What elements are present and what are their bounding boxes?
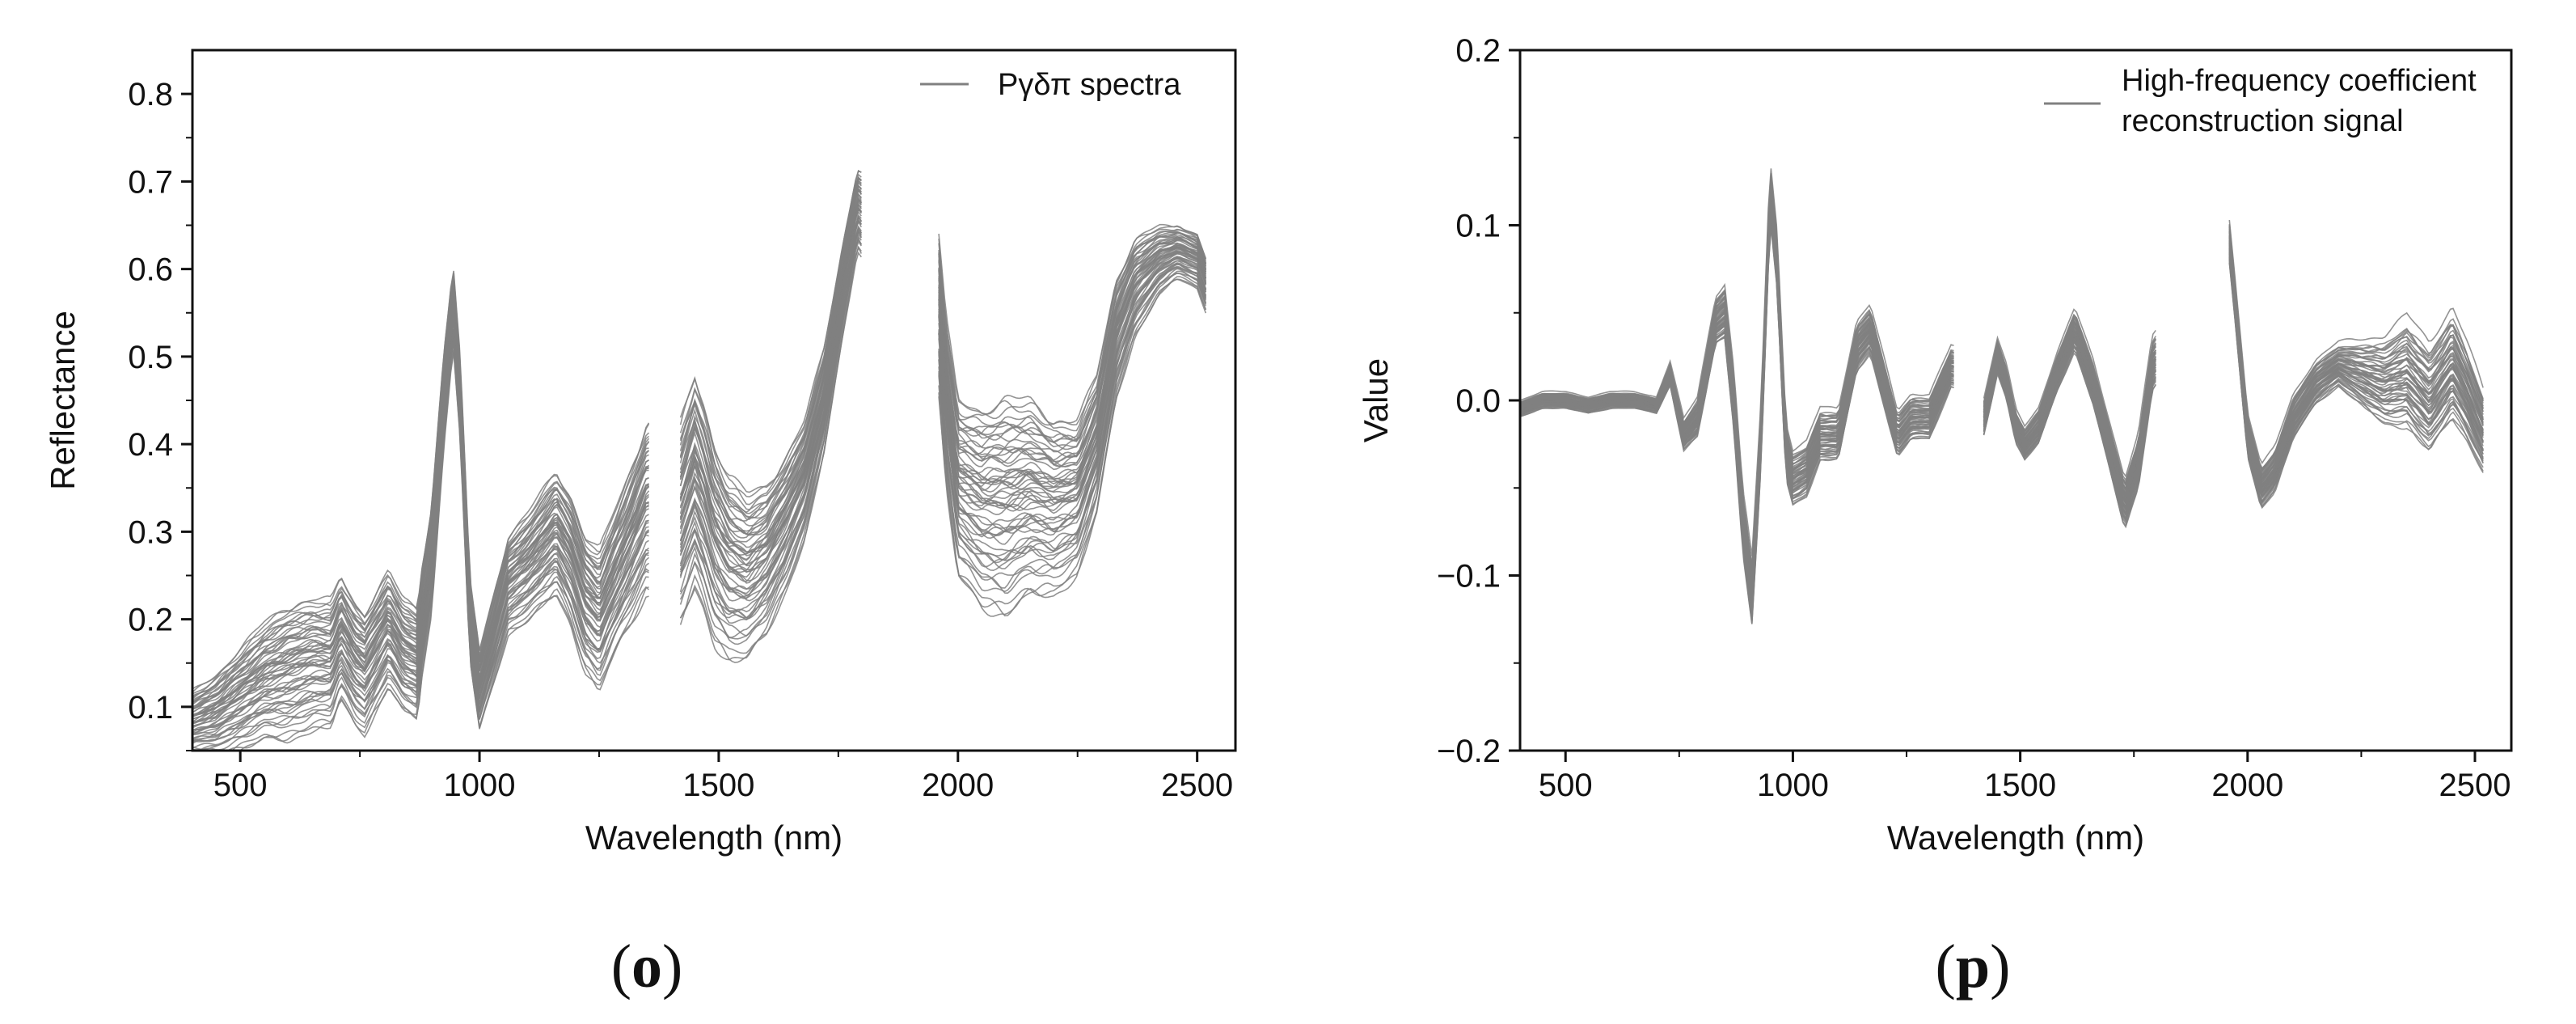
series-line xyxy=(1520,206,2484,602)
legend: High-frequency coefficient reconstruction… xyxy=(2044,64,2477,138)
x-axis-title: Wavelength (nm) xyxy=(585,819,842,857)
series-line xyxy=(1520,215,2484,611)
legend-label-line: High-frequency coefficient xyxy=(2122,64,2477,98)
y-tick-label: −0.1 xyxy=(1437,559,1501,595)
panel-caption: (o) xyxy=(611,933,683,1001)
y-axis-title: Value xyxy=(1357,358,1395,442)
series-line xyxy=(192,225,1207,741)
x-tick-label: 2000 xyxy=(2211,768,2283,803)
series-line xyxy=(1520,209,2484,607)
series-line xyxy=(192,176,1207,698)
y-tick-label: 0.1 xyxy=(1455,209,1501,244)
x-tick-label: 1000 xyxy=(1757,768,1829,803)
series-line xyxy=(230,245,1207,751)
series-line xyxy=(1520,224,2484,621)
series-line xyxy=(1520,210,2484,606)
series-line xyxy=(1520,190,2484,581)
series-line xyxy=(192,184,1207,708)
series-line xyxy=(1520,212,2484,605)
x-tick-label: 500 xyxy=(213,768,268,803)
x-tick-label: 2500 xyxy=(2439,768,2511,803)
series-line xyxy=(192,198,1207,717)
series-line xyxy=(1520,211,2484,609)
chart-panel-o: 500 1000 1500 2000 2500 0.1 0.2 0.3 0.4 0.5 0.6 0.7… xyxy=(44,49,1237,1001)
series-line xyxy=(192,197,1207,717)
y-tick-label: 0.0 xyxy=(1455,383,1501,419)
series-line xyxy=(1520,205,2484,598)
y-tick-label: 0.5 xyxy=(128,340,173,375)
legend: Ργδπ spectra xyxy=(920,68,1181,102)
x-tick-label: 1500 xyxy=(1984,768,2056,803)
x-tick-label: 1000 xyxy=(444,768,516,803)
legend-label-line: reconstruction signal xyxy=(2122,104,2404,138)
series-line xyxy=(1520,202,2484,600)
y-tick-label: 0.7 xyxy=(128,164,173,200)
y-tick-label: 0.2 xyxy=(128,603,173,638)
y-tick-label: 0.6 xyxy=(128,252,173,288)
y-tick-label: 0.8 xyxy=(128,77,173,112)
x-tick-label: 2000 xyxy=(922,768,994,803)
y-axis-title: Reflectance xyxy=(44,311,82,490)
series-line xyxy=(1520,210,2484,607)
series-line xyxy=(1520,223,2484,617)
series-line xyxy=(1520,206,2484,599)
x-tick-label: 2500 xyxy=(1161,768,1233,803)
x-axis-title: Wavelength (nm) xyxy=(1887,819,2144,857)
legend-label: Ργδπ spectra xyxy=(998,68,1181,102)
series-group xyxy=(1520,168,2484,624)
panel-caption: (p) xyxy=(1936,933,2011,1001)
series-line xyxy=(1520,213,2484,605)
y-tick-label: 0.4 xyxy=(128,427,173,463)
series-line xyxy=(192,237,1207,749)
series-line xyxy=(1520,218,2484,616)
series-line xyxy=(1520,206,2484,603)
series-line xyxy=(1520,219,2484,614)
series-line xyxy=(192,193,1207,717)
series-line xyxy=(192,214,1207,730)
series-group xyxy=(192,169,1207,751)
series-line xyxy=(192,206,1207,723)
series-line xyxy=(1520,205,2484,599)
y-tick-label: 0.3 xyxy=(128,514,173,550)
series-line xyxy=(1520,168,2484,556)
series-line xyxy=(1520,212,2484,604)
series-line xyxy=(1520,207,2484,599)
y-tick-label: 0.1 xyxy=(128,690,173,726)
series-line xyxy=(1520,227,2484,624)
series-line xyxy=(1520,214,2484,610)
series-line xyxy=(192,178,1207,697)
series-line xyxy=(1520,201,2484,597)
y-tick-label: −0.2 xyxy=(1437,734,1501,769)
series-line xyxy=(1520,225,2484,624)
y-tick-label: 0.2 xyxy=(1455,33,1501,69)
series-line xyxy=(1520,218,2484,618)
series-line xyxy=(1520,221,2484,617)
series-line xyxy=(1520,219,2484,612)
x-tick-label: 500 xyxy=(1539,768,1593,803)
chart-panel-p: 500 1000 1500 2000 2500 −0.2 −0.1 0.0 0.1 0.2 Wave… xyxy=(1357,33,2513,1001)
series-line xyxy=(1520,202,2484,599)
x-tick-label: 1500 xyxy=(682,768,754,803)
